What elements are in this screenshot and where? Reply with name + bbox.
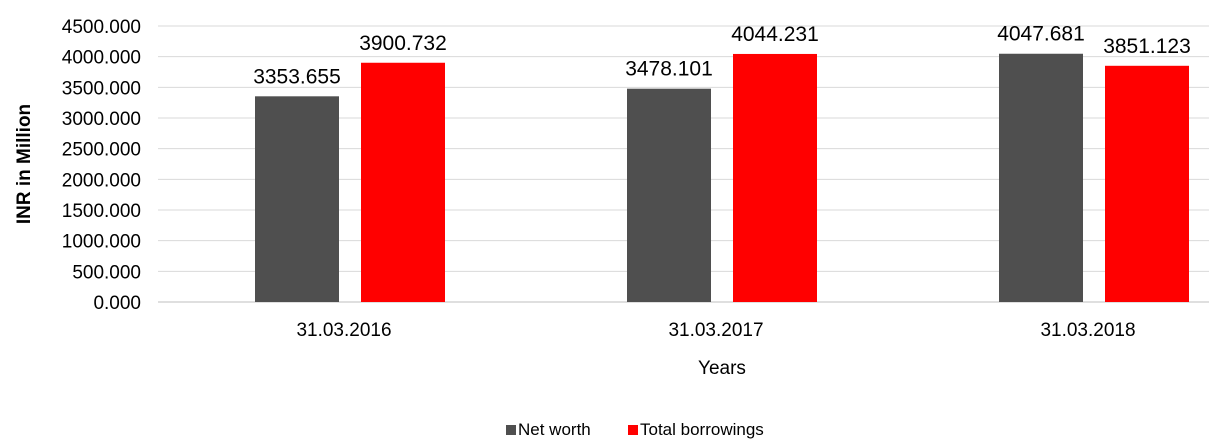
y-tick-label-6: 3000.000 bbox=[62, 109, 141, 130]
data-label-net-worth-31-03-2016: 3353.655 bbox=[253, 65, 341, 88]
y-tick-label-8: 4000.000 bbox=[62, 48, 141, 69]
x-axis-tick-labels: 31.03.2016 31.03.2017 31.03.2018 bbox=[296, 320, 1135, 341]
data-label-total-borrowings-31-03-2017: 4044.231 bbox=[731, 23, 819, 46]
y-tick-label-4: 2000.000 bbox=[62, 170, 141, 191]
bar-net-worth-31-03-2017 bbox=[627, 88, 711, 302]
bar-total-borrowings-31-03-2017 bbox=[733, 53, 817, 303]
legend-swatch-total-borrowings bbox=[628, 425, 638, 435]
data-label-net-worth-31-03-2017: 3478.101 bbox=[625, 58, 713, 81]
legend-swatch-net-worth bbox=[506, 425, 516, 435]
bar-total-borrowings-31-03-2016 bbox=[361, 62, 445, 303]
x-tick-label-31-03-2018: 31.03.2018 bbox=[1040, 320, 1135, 341]
y-tick-label-9: 4500.000 bbox=[62, 17, 141, 38]
bars bbox=[255, 53, 1189, 303]
y-tick-label-3: 1500.000 bbox=[62, 201, 141, 222]
legend-label-net-worth: Net worth bbox=[518, 420, 591, 439]
bar-net-worth-31-03-2016 bbox=[255, 96, 339, 302]
data-label-net-worth-31-03-2018: 4047.681 bbox=[997, 23, 1085, 46]
x-tick-label-31-03-2017: 31.03.2017 bbox=[668, 320, 763, 341]
y-tick-label-2: 1000.000 bbox=[62, 232, 141, 253]
y-tick-label-7: 3500.000 bbox=[62, 78, 141, 99]
data-label-total-borrowings-31-03-2018: 3851.123 bbox=[1103, 35, 1191, 58]
x-tick-label-31-03-2016: 31.03.2016 bbox=[296, 320, 391, 341]
y-axis-tick-labels: 0.000 500.000 1000.000 1500.000 2000.000 2500… bbox=[62, 17, 141, 314]
legend: Net worth Total borrowings bbox=[506, 420, 764, 439]
bar-net-worth-31-03-2018 bbox=[999, 53, 1083, 302]
bar-total-borrowings-31-03-2018 bbox=[1105, 65, 1189, 302]
x-axis-title: Years bbox=[698, 358, 746, 379]
legend-label-total-borrowings: Total borrowings bbox=[640, 420, 764, 439]
data-labels: 3353.655 3900.732 3478.101 4044.231 4047.681… bbox=[253, 23, 1191, 89]
y-tick-label-5: 2500.000 bbox=[62, 140, 141, 161]
data-label-total-borrowings-31-03-2016: 3900.732 bbox=[359, 32, 447, 55]
y-axis-title: INR in Million bbox=[14, 104, 35, 224]
y-tick-label-1: 500.000 bbox=[72, 262, 141, 283]
y-tick-label-0: 0.000 bbox=[93, 293, 141, 314]
